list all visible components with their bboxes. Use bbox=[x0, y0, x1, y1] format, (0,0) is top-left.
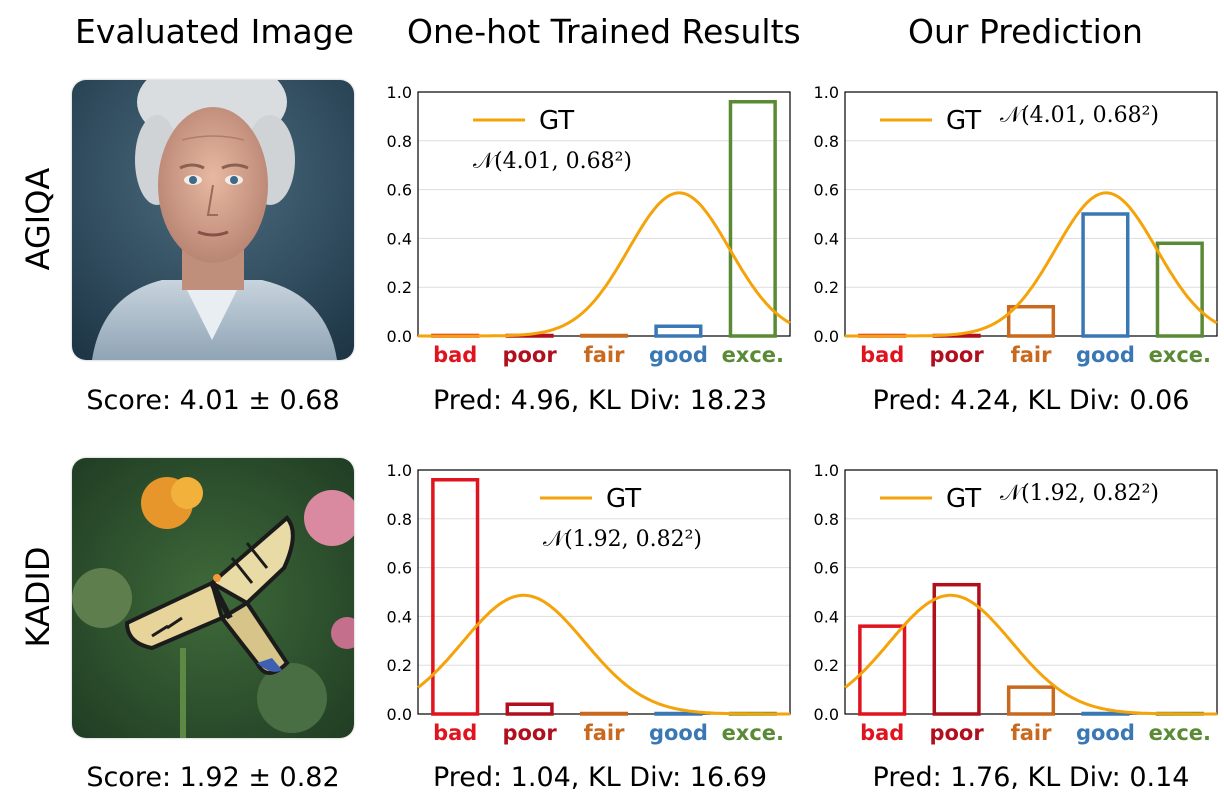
column-title-image: Evaluated Image bbox=[75, 12, 354, 51]
category-label-fair: fair bbox=[1011, 721, 1053, 745]
bar-poor bbox=[932, 582, 981, 716]
y-tick-label: 0.6 bbox=[387, 559, 412, 578]
onehot-caption-agiqa: Pred: 4.96, KL Div: 18.23 bbox=[432, 385, 768, 416]
y-tick-label: 1.0 bbox=[387, 461, 412, 480]
bar-fair bbox=[1006, 304, 1056, 338]
bar-bad bbox=[431, 478, 480, 716]
bar-poor bbox=[505, 702, 554, 716]
category-label-bad: bad bbox=[433, 343, 477, 367]
bar-fair bbox=[1006, 685, 1056, 716]
y-tick-label: 0.2 bbox=[814, 656, 839, 675]
chart-agiqa-ours: 0.0 0.2 0.4 0.6 0.8 1.0 bad poor fair good exce. GT… bbox=[814, 83, 1218, 367]
category-label-exce: exce. bbox=[1149, 721, 1211, 745]
gaussian-curve bbox=[418, 191, 791, 338]
y-tick-label: 0.8 bbox=[387, 132, 412, 151]
y-tick-label: 0.0 bbox=[387, 705, 412, 724]
bar-bad bbox=[858, 624, 907, 716]
bar-good bbox=[654, 324, 703, 338]
y-tick-label: 1.0 bbox=[814, 461, 839, 480]
plot-area bbox=[418, 470, 790, 714]
category-label-good: good bbox=[649, 721, 708, 745]
plot-area bbox=[845, 470, 1217, 714]
chart-kadid-onehot: 0.0 0.2 0.4 0.6 0.8 1.0 bad poor fair good exce. GT… bbox=[387, 461, 791, 745]
legend-label: GT bbox=[946, 106, 981, 136]
ours-caption-kadid: Pred: 1.76, KL Div: 0.14 bbox=[872, 762, 1190, 793]
category-label-poor: poor bbox=[502, 721, 557, 745]
chart-kadid-ours: 0.0 0.2 0.4 0.6 0.8 1.0 bad poor fair good exce. GT… bbox=[814, 461, 1218, 745]
category-label-good: good bbox=[1076, 343, 1135, 367]
category-label-good: good bbox=[649, 343, 708, 367]
category-label-bad: bad bbox=[433, 721, 477, 745]
y-tick-label: 0.4 bbox=[387, 229, 412, 248]
category-label-good: good bbox=[1076, 721, 1135, 745]
y-tick-label: 0.0 bbox=[814, 705, 839, 724]
score-caption-agiqa: Score: 4.01 ± 0.68 bbox=[86, 385, 340, 416]
y-tick-label: 0.2 bbox=[387, 656, 412, 675]
category-label-bad: bad bbox=[860, 721, 904, 745]
bar-good bbox=[654, 711, 703, 716]
row-label-kadid: KADID bbox=[19, 546, 57, 648]
y-tick-label: 0.4 bbox=[814, 607, 839, 626]
y-tick-label: 0.4 bbox=[814, 229, 839, 248]
butterfly-photo-icon bbox=[72, 458, 354, 738]
legend-label: GT bbox=[606, 484, 641, 514]
evaluated-image-kadid bbox=[72, 458, 354, 738]
category-label-fair: fair bbox=[1011, 343, 1053, 367]
bar-good bbox=[1081, 711, 1130, 716]
bar-good bbox=[1081, 212, 1130, 338]
elderly-man-portrait-icon bbox=[72, 80, 354, 360]
y-tick-label: 0.2 bbox=[387, 278, 412, 297]
column-title-ours: Our Prediction bbox=[908, 12, 1143, 51]
gaussian-formula: 𝒩(4.01, 0.68²) bbox=[1000, 103, 1159, 128]
bar-fair bbox=[579, 333, 629, 338]
y-tick-label: 0.8 bbox=[814, 132, 839, 151]
gaussian-formula: 𝒩(1.92, 0.82²) bbox=[1000, 481, 1159, 506]
category-label-poor: poor bbox=[929, 721, 984, 745]
bar-exce. bbox=[1155, 241, 1204, 338]
y-tick-label: 0.8 bbox=[387, 510, 412, 529]
category-label-fair: fair bbox=[584, 343, 626, 367]
plot-area bbox=[845, 92, 1217, 336]
y-tick-label: 0.0 bbox=[814, 327, 839, 346]
y-tick-label: 0.6 bbox=[814, 559, 839, 578]
y-tick-label: 0.6 bbox=[814, 181, 839, 200]
legend-label: GT bbox=[539, 106, 574, 136]
category-label-poor: poor bbox=[929, 343, 984, 367]
evaluated-image-agiqa bbox=[72, 80, 354, 360]
chart-agiqa-onehot: 0.0 0.2 0.4 0.6 0.8 1.0 bad poor fair good exce. GT… bbox=[387, 83, 791, 367]
bar-exce. bbox=[728, 100, 777, 338]
column-title-onehot: One-hot Trained Results bbox=[407, 12, 801, 51]
plot-area bbox=[418, 92, 790, 336]
row-label-agiqa: AGIQA bbox=[19, 167, 57, 271]
category-label-exce: exce. bbox=[722, 721, 784, 745]
category-label-fair: fair bbox=[584, 721, 626, 745]
category-label-exce: exce. bbox=[1149, 343, 1211, 367]
y-tick-label: 0.2 bbox=[814, 278, 839, 297]
gaussian-formula: 𝒩(4.01, 0.68²) bbox=[473, 149, 632, 174]
category-label-bad: bad bbox=[860, 343, 904, 367]
y-tick-label: 0.4 bbox=[387, 607, 412, 626]
legend-label: GT bbox=[946, 484, 981, 514]
category-label-poor: poor bbox=[502, 343, 557, 367]
y-tick-label: 0.8 bbox=[814, 510, 839, 529]
gaussian-curve bbox=[844, 593, 1217, 716]
y-tick-label: 1.0 bbox=[814, 83, 839, 102]
y-tick-label: 0.0 bbox=[387, 327, 412, 346]
gaussian-formula: 𝒩(1.92, 0.82²) bbox=[543, 527, 702, 552]
ours-caption-agiqa: Pred: 4.24, KL Div: 0.06 bbox=[872, 385, 1190, 416]
y-tick-label: 0.6 bbox=[387, 181, 412, 200]
y-tick-label: 1.0 bbox=[387, 83, 412, 102]
score-caption-kadid: Score: 1.92 ± 0.82 bbox=[86, 762, 340, 793]
bar-fair bbox=[579, 711, 629, 716]
category-label-exce: exce. bbox=[722, 343, 784, 367]
gaussian-curve bbox=[845, 191, 1218, 338]
onehot-caption-kadid: Pred: 1.04, KL Div: 16.69 bbox=[432, 762, 768, 793]
gaussian-curve bbox=[417, 593, 790, 716]
